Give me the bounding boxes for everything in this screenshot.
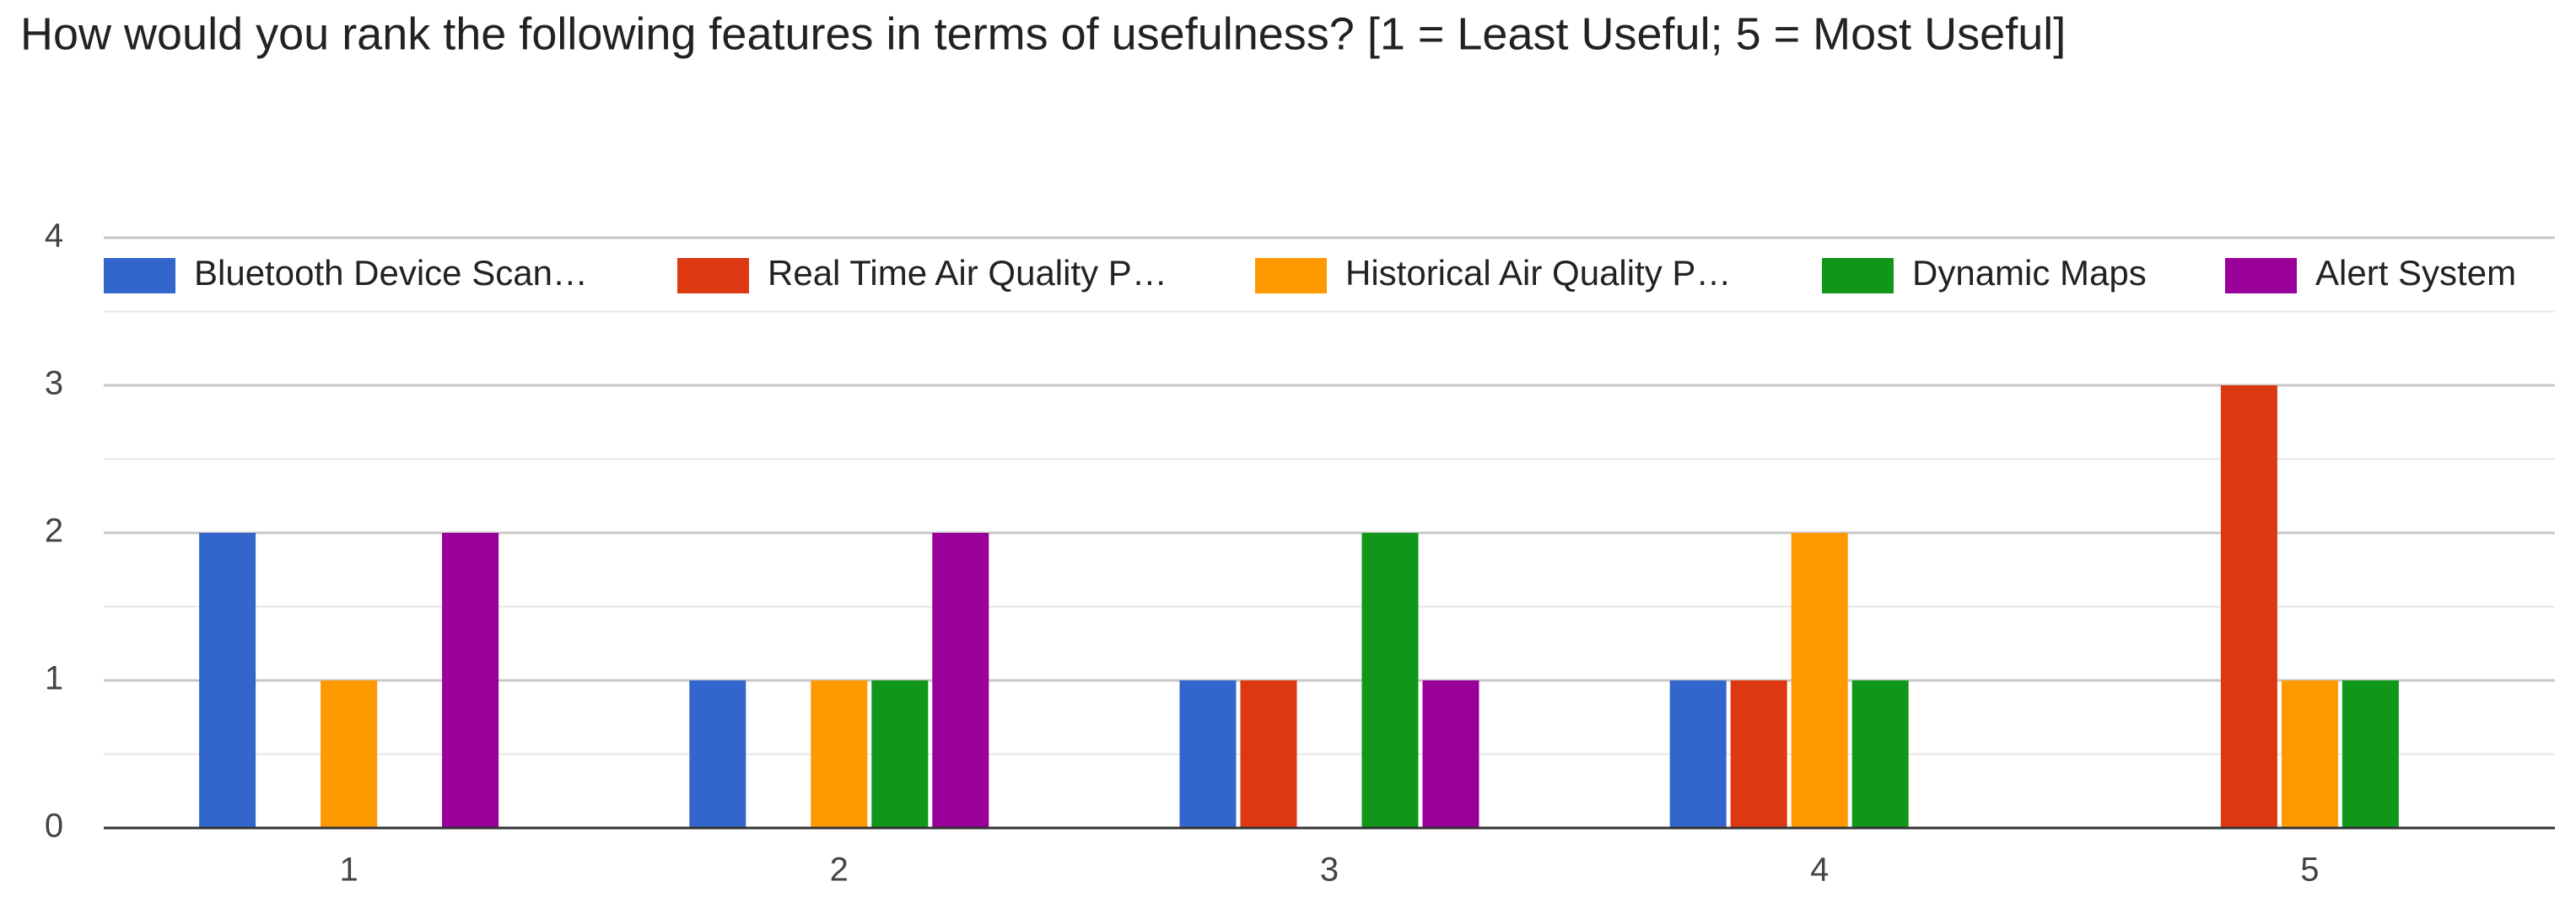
bar (2220, 385, 2277, 828)
x-tick-label: 2 (830, 852, 849, 889)
bar (199, 533, 256, 828)
legend-swatch (1255, 258, 1327, 293)
bar (1422, 680, 1479, 828)
bar (2281, 680, 2338, 828)
y-tick-label: 3 (45, 365, 63, 402)
bar (1669, 680, 1727, 828)
bar (1240, 680, 1297, 828)
legend-swatch (104, 258, 175, 293)
bar (321, 680, 378, 828)
x-tick-label: 5 (2300, 852, 2319, 889)
legend-label: Bluetooth Device Scan… (194, 253, 588, 293)
bar (1851, 680, 1909, 828)
bar (442, 533, 499, 828)
bar (811, 680, 868, 828)
y-tick-label: 0 (45, 808, 63, 845)
legend-label: Alert System (2315, 253, 2516, 293)
x-tick-label: 3 (1320, 852, 1339, 889)
bar (1791, 533, 1848, 828)
legend-swatch (2225, 258, 2297, 293)
x-tick-label: 1 (339, 852, 358, 889)
legend-label: Real Time Air Quality P… (768, 253, 1167, 293)
bar (1730, 680, 1787, 828)
legend-swatch (677, 258, 749, 293)
chart-title: How would you rank the following feature… (20, 8, 2066, 59)
y-tick-label: 4 (45, 218, 63, 255)
legend-label: Dynamic Maps (1912, 253, 2147, 293)
bar (1179, 680, 1237, 828)
bar (2342, 680, 2399, 828)
x-tick-label: 4 (1810, 852, 1829, 889)
bar (1361, 533, 1419, 828)
legend-label: Historical Air Quality P… (1345, 253, 1731, 293)
bar (871, 680, 929, 828)
y-tick-label: 2 (45, 513, 63, 550)
y-tick-label: 1 (45, 660, 63, 697)
bar (689, 680, 746, 828)
bar (932, 533, 989, 828)
legend-swatch (1822, 258, 1894, 293)
